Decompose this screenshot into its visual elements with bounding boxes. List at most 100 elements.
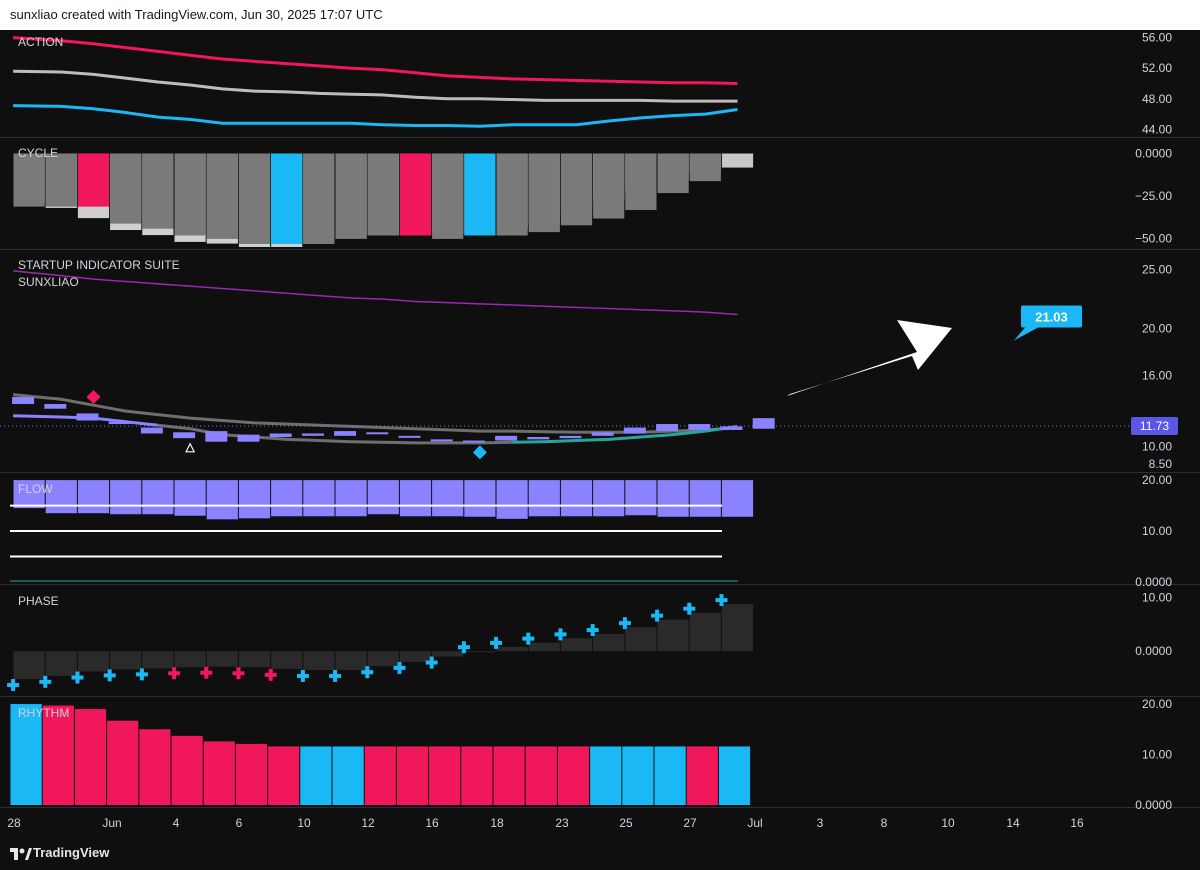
phase-bar [432, 651, 464, 657]
flow-bar [45, 480, 77, 514]
candle-body [140, 427, 163, 434]
flow-bar [303, 480, 335, 517]
callout-box [1021, 305, 1082, 328]
flow-bar [367, 480, 399, 515]
cycle-bar [432, 153, 464, 239]
y-tick-label: 0.0000 [1135, 644, 1172, 658]
x-tick-label: 14 [1006, 816, 1020, 830]
rhythm-bar [235, 743, 268, 805]
rhythm-bar [332, 746, 364, 805]
phase-bar [657, 619, 689, 652]
candle-body [720, 426, 743, 430]
flow-bar [496, 480, 528, 519]
candle-body [559, 435, 582, 439]
phase-cross-marker [425, 656, 438, 669]
x-tick-label: Jun [102, 816, 121, 830]
phase-bar [335, 651, 367, 670]
candle-body [591, 432, 614, 436]
cross-v [300, 669, 305, 682]
cross-v [526, 632, 531, 645]
tradingview-logo-icon [10, 848, 32, 860]
flow-bar [464, 480, 496, 517]
candle-body [44, 404, 67, 409]
y-tick-label: −50.00 [1135, 232, 1172, 246]
phase-bar [142, 651, 174, 669]
phase-cross-marker [200, 666, 213, 679]
flow-bar [625, 480, 657, 516]
y-tick-label: 52.00 [1142, 61, 1172, 75]
cross-v [429, 656, 434, 669]
cross-v [365, 666, 370, 679]
y-tick-label: 10.00 [1142, 591, 1172, 605]
cycle-bar [271, 153, 303, 244]
candle-body [334, 431, 357, 436]
phase-cross-marker [490, 636, 503, 649]
cycle-bar [238, 153, 271, 244]
y-tick-label: 44.00 [1142, 122, 1172, 136]
cycle-bar [625, 153, 657, 211]
phase-cross-marker [457, 641, 470, 654]
phase-cross-marker [651, 609, 664, 622]
rhythm-bar [74, 709, 107, 805]
x-tick-label: 10 [297, 816, 311, 830]
phase-bar [45, 651, 77, 676]
phase-cross-marker [329, 669, 342, 682]
cycle-bar [464, 153, 496, 236]
phase-bar [303, 651, 335, 670]
phase-cross-marker [168, 667, 181, 680]
pane-title-cycle: CYCLE [18, 146, 58, 160]
candle-body [656, 424, 679, 432]
cycle-bar [77, 153, 110, 207]
pane-title-rhythm: RHYTHM [18, 706, 69, 720]
rhythm-bar [396, 746, 429, 805]
phase-bar [206, 651, 238, 667]
rhythm-bar [300, 746, 332, 805]
phase-bar [77, 651, 110, 672]
phase-cross-marker [135, 668, 148, 681]
y-tick-label: 20.00 [1142, 322, 1172, 336]
candle-body [76, 413, 99, 421]
candle-body [237, 434, 260, 442]
flow-bar [593, 480, 625, 517]
cross-v [333, 669, 338, 682]
rhythm-bar [203, 741, 235, 805]
phase-cross-marker [71, 671, 84, 684]
rhythm-bar [590, 746, 622, 805]
y-tick-label: 10.00 [1142, 439, 1172, 453]
callout-pointer [1014, 326, 1040, 341]
x-tick-label: 16 [425, 816, 439, 830]
rhythm-bar [461, 746, 493, 805]
signal-diamond-marker [86, 389, 101, 404]
cycle-bar [528, 153, 560, 233]
rhythm-bar [107, 720, 139, 805]
phase-cross-marker [683, 602, 696, 615]
cycle-bar [560, 153, 593, 226]
cross-v [236, 667, 241, 680]
action-series-line [13, 104, 738, 128]
x-tick-label: 25 [619, 816, 633, 830]
y-tick-label: 0.0000 [1135, 575, 1172, 589]
y-tick-label: 48.00 [1142, 92, 1172, 106]
candle-body [173, 432, 196, 439]
phase-bar [367, 651, 399, 667]
cross-v [687, 602, 692, 615]
x-tick-label: 18 [490, 816, 504, 830]
rhythm-bar [525, 746, 557, 805]
phase-bar [560, 638, 593, 652]
candle-body [12, 396, 35, 405]
cycle-bar [142, 153, 174, 229]
x-tick-label: 16 [1070, 816, 1084, 830]
action-series-line [13, 36, 738, 85]
cycle-bar [335, 153, 367, 239]
pane-title-flow: FLOW [18, 482, 53, 496]
y-tick-label: 20.00 [1142, 473, 1172, 487]
flow-bar [271, 480, 303, 517]
action-series-line [13, 69, 738, 103]
phase-bar [110, 651, 142, 670]
cross-v [172, 667, 177, 680]
x-tick-label: 8 [881, 816, 888, 830]
chart-canvas[interactable]: 56.00 52.00 48.00 44.00 0.0000 −25.00 −50.00 25… [0, 30, 1200, 836]
rhythm-bar [171, 735, 203, 805]
phase-bar [721, 604, 754, 652]
flow-bar [528, 480, 560, 517]
